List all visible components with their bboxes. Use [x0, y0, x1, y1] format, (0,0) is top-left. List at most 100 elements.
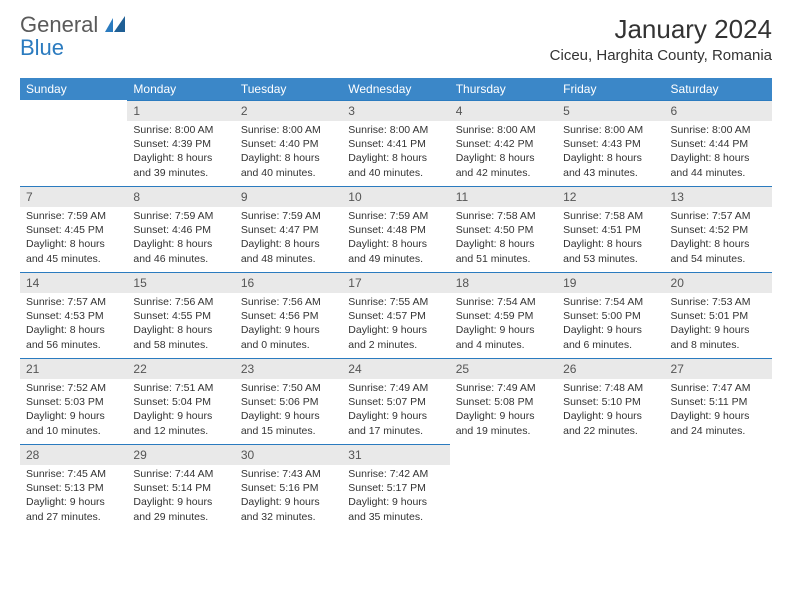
calendar-cell: 8Sunrise: 7:59 AMSunset: 4:46 PMDaylight… [127, 186, 234, 272]
sunset-text: Sunset: 5:06 PM [241, 395, 336, 409]
day-number: 10 [342, 186, 449, 207]
calendar-cell: 21Sunrise: 7:52 AMSunset: 5:03 PMDayligh… [20, 358, 127, 444]
sunset-text: Sunset: 4:46 PM [133, 223, 228, 237]
sunset-text: Sunset: 4:45 PM [26, 223, 121, 237]
daylight-text-1: Daylight: 9 hours [671, 409, 766, 423]
day-content: Sunrise: 7:49 AMSunset: 5:07 PMDaylight:… [342, 379, 449, 444]
daylight-text-1: Daylight: 8 hours [241, 237, 336, 251]
daylight-text-1: Daylight: 8 hours [563, 237, 658, 251]
calendar-row: 21Sunrise: 7:52 AMSunset: 5:03 PMDayligh… [20, 358, 772, 444]
sunrise-text: Sunrise: 8:00 AM [241, 123, 336, 137]
sunrise-text: Sunrise: 7:58 AM [456, 209, 551, 223]
sunrise-text: Sunrise: 7:48 AM [563, 381, 658, 395]
day-number: 3 [342, 100, 449, 121]
sunrise-text: Sunrise: 7:54 AM [456, 295, 551, 309]
daylight-text-2: and 53 minutes. [563, 252, 658, 266]
daylight-text-2: and 15 minutes. [241, 424, 336, 438]
sunrise-text: Sunrise: 8:00 AM [348, 123, 443, 137]
sunrise-text: Sunrise: 8:00 AM [671, 123, 766, 137]
daylight-text-1: Daylight: 9 hours [241, 323, 336, 337]
daylight-text-1: Daylight: 9 hours [348, 495, 443, 509]
sunset-text: Sunset: 4:50 PM [456, 223, 551, 237]
sunset-text: Sunset: 4:51 PM [563, 223, 658, 237]
sunset-text: Sunset: 4:59 PM [456, 309, 551, 323]
calendar-cell [450, 444, 557, 530]
day-number: 28 [20, 444, 127, 465]
calendar-cell: 3Sunrise: 8:00 AMSunset: 4:41 PMDaylight… [342, 100, 449, 186]
day-number: 6 [665, 100, 772, 121]
day-content: Sunrise: 7:58 AMSunset: 4:51 PMDaylight:… [557, 207, 664, 272]
calendar-row: 14Sunrise: 7:57 AMSunset: 4:53 PMDayligh… [20, 272, 772, 358]
day-content: Sunrise: 7:50 AMSunset: 5:06 PMDaylight:… [235, 379, 342, 444]
sunset-text: Sunset: 4:39 PM [133, 137, 228, 151]
sunset-text: Sunset: 5:14 PM [133, 481, 228, 495]
sunset-text: Sunset: 5:08 PM [456, 395, 551, 409]
weekday-fri: Friday [557, 78, 664, 100]
calendar-row: 28Sunrise: 7:45 AMSunset: 5:13 PMDayligh… [20, 444, 772, 530]
sunrise-text: Sunrise: 8:00 AM [563, 123, 658, 137]
sunset-text: Sunset: 4:43 PM [563, 137, 658, 151]
calendar-cell: 18Sunrise: 7:54 AMSunset: 4:59 PMDayligh… [450, 272, 557, 358]
day-number: 12 [557, 186, 664, 207]
day-content: Sunrise: 7:42 AMSunset: 5:17 PMDaylight:… [342, 465, 449, 530]
calendar-cell [20, 100, 127, 186]
daylight-text-1: Daylight: 8 hours [456, 237, 551, 251]
daylight-text-2: and 27 minutes. [26, 510, 121, 524]
daylight-text-1: Daylight: 8 hours [456, 151, 551, 165]
sunrise-text: Sunrise: 7:56 AM [133, 295, 228, 309]
day-number: 22 [127, 358, 234, 379]
daylight-text-2: and 45 minutes. [26, 252, 121, 266]
sunset-text: Sunset: 5:04 PM [133, 395, 228, 409]
day-content: Sunrise: 7:54 AMSunset: 4:59 PMDaylight:… [450, 293, 557, 358]
daylight-text-2: and 40 minutes. [348, 166, 443, 180]
daylight-text-2: and 24 minutes. [671, 424, 766, 438]
daylight-text-2: and 40 minutes. [241, 166, 336, 180]
daylight-text-1: Daylight: 8 hours [133, 323, 228, 337]
day-number: 17 [342, 272, 449, 293]
daylight-text-2: and 4 minutes. [456, 338, 551, 352]
day-content: Sunrise: 7:44 AMSunset: 5:14 PMDaylight:… [127, 465, 234, 530]
calendar-cell: 20Sunrise: 7:53 AMSunset: 5:01 PMDayligh… [665, 272, 772, 358]
daylight-text-2: and 19 minutes. [456, 424, 551, 438]
calendar-cell: 5Sunrise: 8:00 AMSunset: 4:43 PMDaylight… [557, 100, 664, 186]
daylight-text-2: and 29 minutes. [133, 510, 228, 524]
day-content: Sunrise: 7:56 AMSunset: 4:56 PMDaylight:… [235, 293, 342, 358]
day-content: Sunrise: 7:59 AMSunset: 4:45 PMDaylight:… [20, 207, 127, 272]
calendar-cell: 17Sunrise: 7:55 AMSunset: 4:57 PMDayligh… [342, 272, 449, 358]
sunset-text: Sunset: 5:16 PM [241, 481, 336, 495]
weekday-tue: Tuesday [235, 78, 342, 100]
day-content: Sunrise: 7:43 AMSunset: 5:16 PMDaylight:… [235, 465, 342, 530]
sunrise-text: Sunrise: 7:54 AM [563, 295, 658, 309]
sunrise-text: Sunrise: 7:49 AM [348, 381, 443, 395]
sunrise-text: Sunrise: 7:59 AM [348, 209, 443, 223]
sunset-text: Sunset: 5:17 PM [348, 481, 443, 495]
daylight-text-2: and 22 minutes. [563, 424, 658, 438]
day-number: 15 [127, 272, 234, 293]
sunset-text: Sunset: 4:52 PM [671, 223, 766, 237]
day-number: 13 [665, 186, 772, 207]
day-content: Sunrise: 7:57 AMSunset: 4:52 PMDaylight:… [665, 207, 772, 272]
daylight-text-1: Daylight: 9 hours [241, 409, 336, 423]
calendar-cell: 4Sunrise: 8:00 AMSunset: 4:42 PMDaylight… [450, 100, 557, 186]
sunrise-text: Sunrise: 7:52 AM [26, 381, 121, 395]
daylight-text-1: Daylight: 8 hours [241, 151, 336, 165]
sunset-text: Sunset: 5:10 PM [563, 395, 658, 409]
daylight-text-2: and 39 minutes. [133, 166, 228, 180]
calendar-cell: 2Sunrise: 8:00 AMSunset: 4:40 PMDaylight… [235, 100, 342, 186]
daylight-text-1: Daylight: 8 hours [133, 151, 228, 165]
day-content: Sunrise: 7:59 AMSunset: 4:48 PMDaylight:… [342, 207, 449, 272]
calendar-cell: 28Sunrise: 7:45 AMSunset: 5:13 PMDayligh… [20, 444, 127, 530]
daylight-text-1: Daylight: 9 hours [563, 323, 658, 337]
calendar-cell: 10Sunrise: 7:59 AMSunset: 4:48 PMDayligh… [342, 186, 449, 272]
day-number: 5 [557, 100, 664, 121]
daylight-text-2: and 46 minutes. [133, 252, 228, 266]
daylight-text-1: Daylight: 9 hours [133, 409, 228, 423]
logo-text-general: General [20, 12, 98, 37]
calendar-cell: 1Sunrise: 8:00 AMSunset: 4:39 PMDaylight… [127, 100, 234, 186]
daylight-text-2: and 56 minutes. [26, 338, 121, 352]
sunset-text: Sunset: 4:40 PM [241, 137, 336, 151]
location-text: Ciceu, Harghita County, Romania [550, 47, 772, 64]
day-content: Sunrise: 7:59 AMSunset: 4:46 PMDaylight:… [127, 207, 234, 272]
weekday-sat: Saturday [665, 78, 772, 100]
day-number: 30 [235, 444, 342, 465]
